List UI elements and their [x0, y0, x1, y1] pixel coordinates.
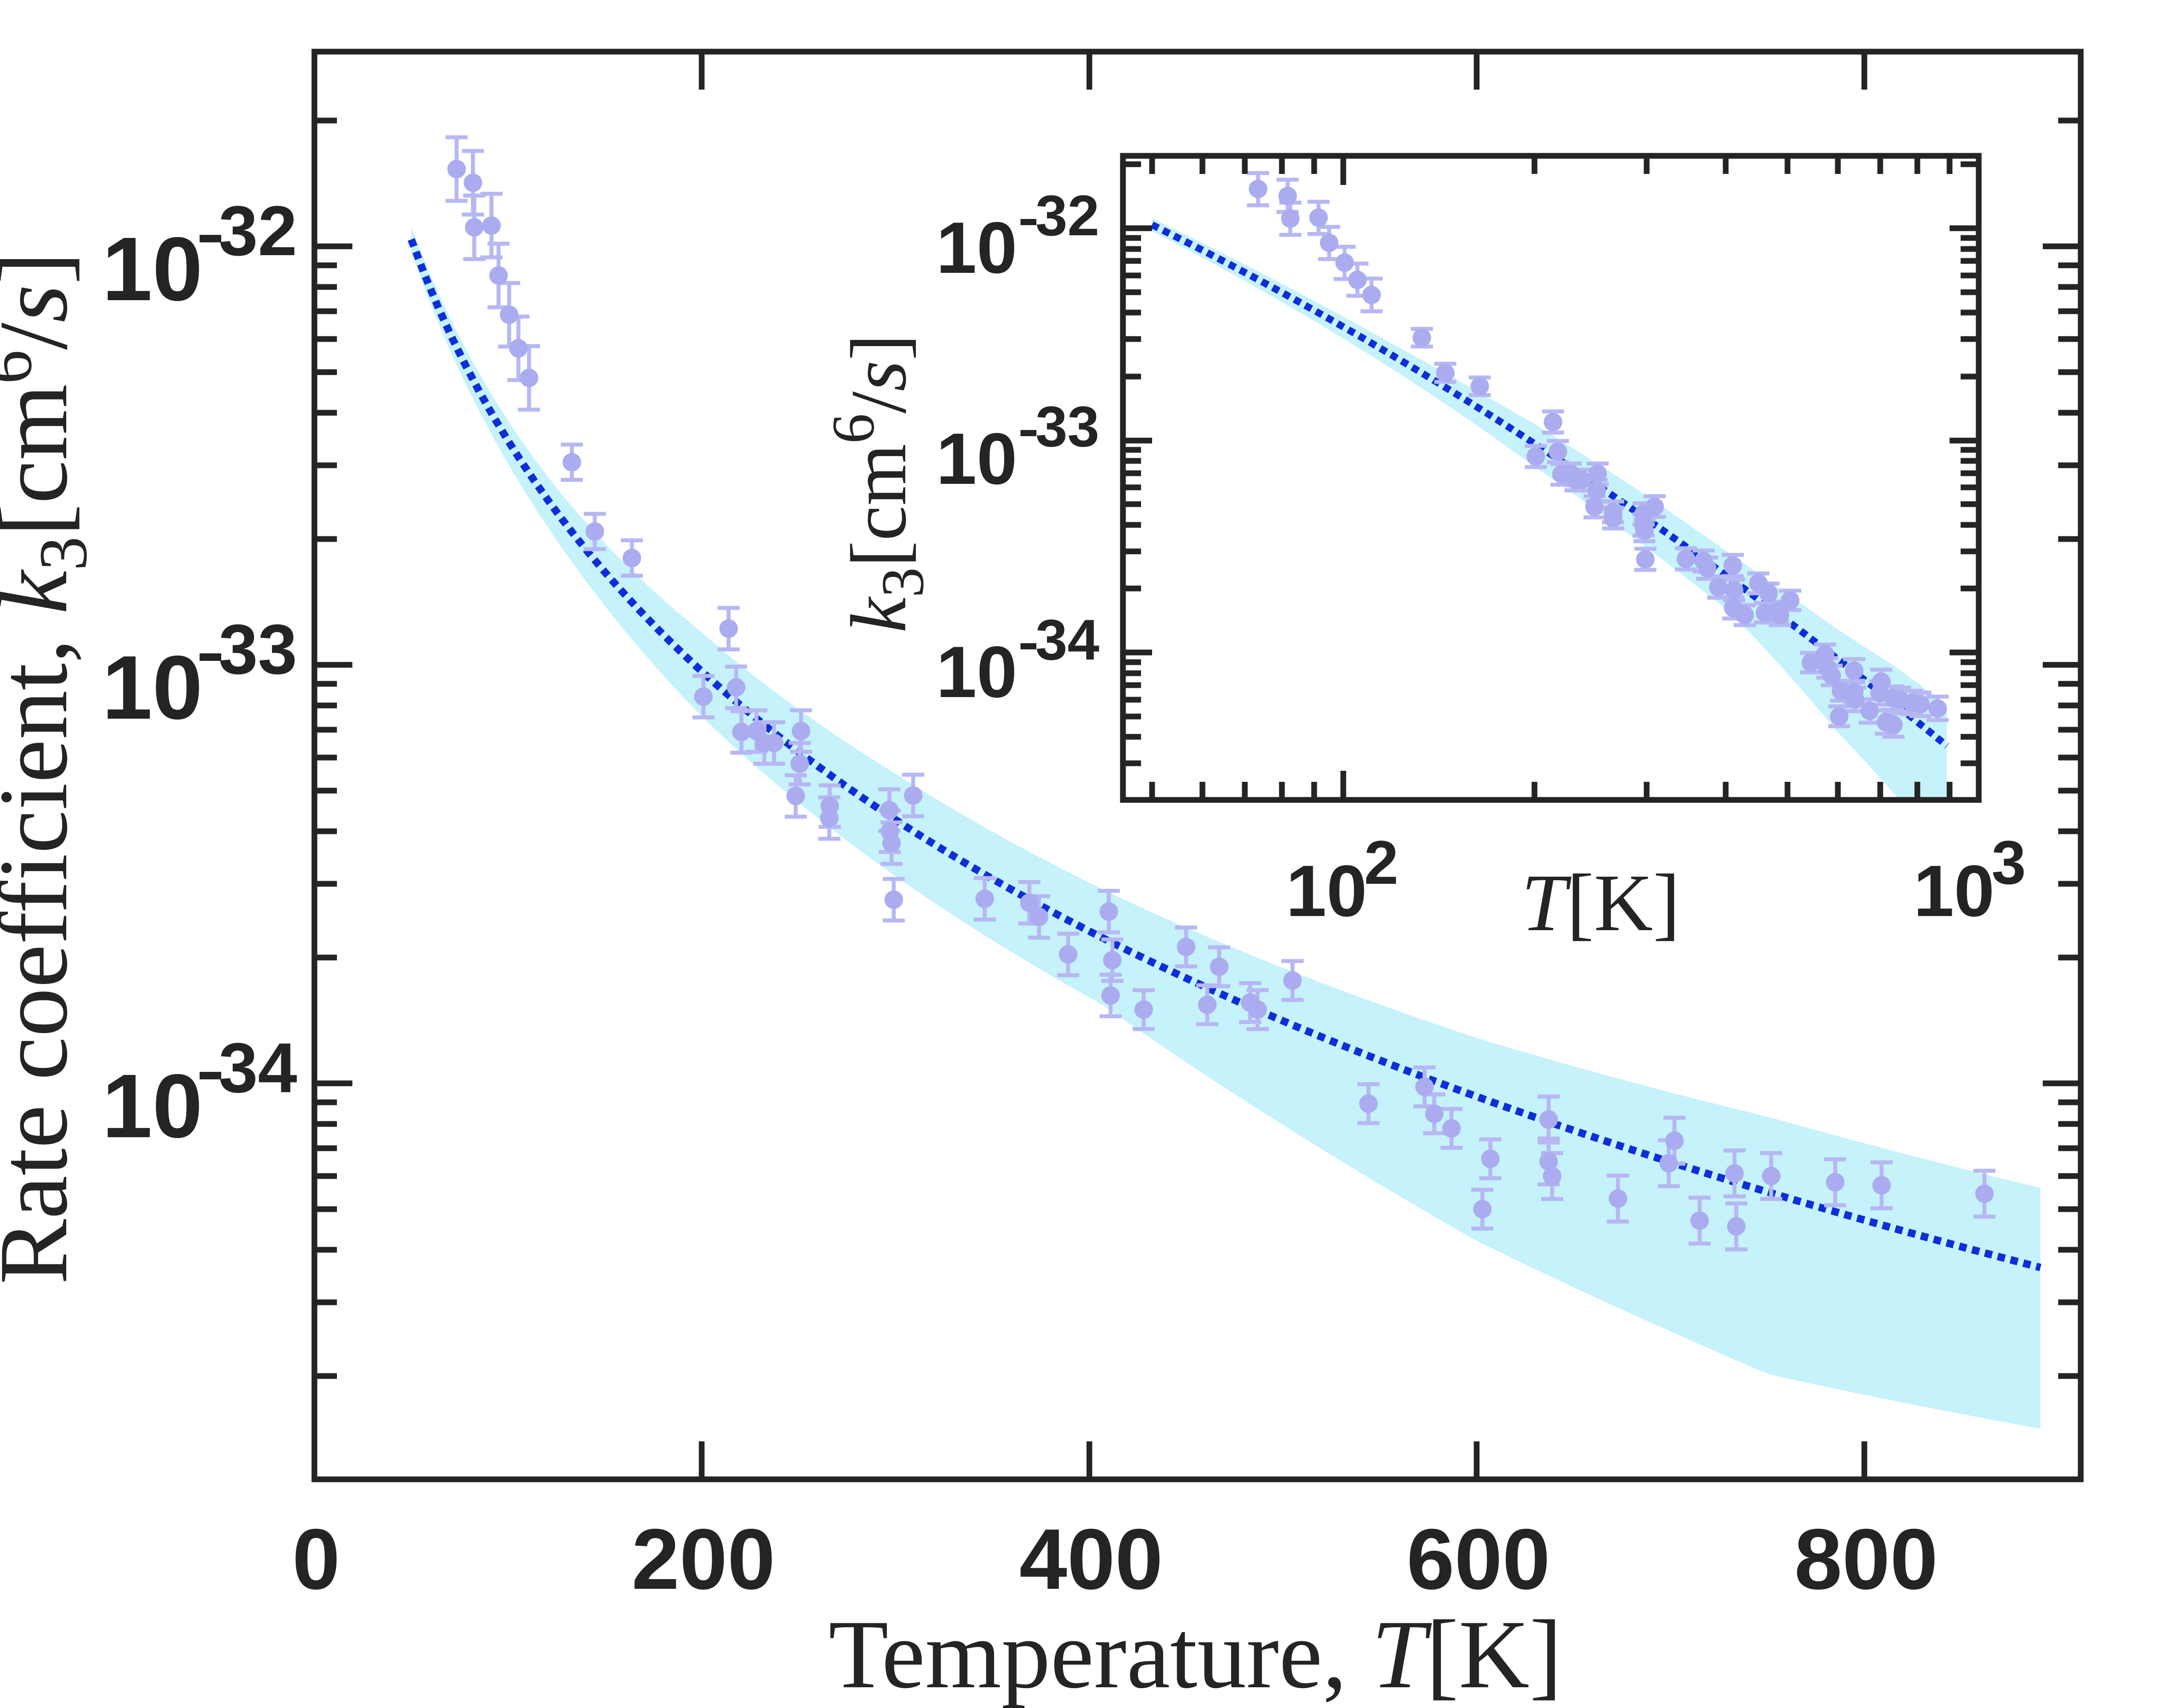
- svg-text:3: 3: [1992, 828, 2026, 897]
- svg-text:10: 10: [936, 418, 1017, 499]
- svg-text:33: 33: [1036, 394, 1100, 459]
- svg-text:32: 32: [1036, 183, 1100, 248]
- svg-text:Temperature, T[K]: Temperature, T[K]: [828, 1600, 1562, 1708]
- svg-text:Rate coefficient, k3[cm6/s]: Rate coefficient, k3[cm6/s]: [0, 252, 101, 1284]
- svg-text:10: 10: [936, 631, 1017, 713]
- svg-text:10: 10: [102, 219, 203, 320]
- svg-text:10: 10: [102, 637, 203, 738]
- svg-text:0: 0: [292, 1511, 340, 1607]
- svg-text:33: 33: [219, 610, 297, 689]
- svg-text:10: 10: [1286, 850, 1367, 931]
- svg-text:10: 10: [1913, 850, 1995, 931]
- svg-text:10: 10: [936, 207, 1017, 288]
- svg-text:800: 800: [1794, 1511, 1938, 1607]
- svg-text:400: 400: [1019, 1511, 1163, 1607]
- svg-text:600: 600: [1406, 1511, 1550, 1607]
- svg-text:2: 2: [1364, 828, 1398, 897]
- svg-text:200: 200: [631, 1511, 775, 1607]
- svg-text:34: 34: [219, 1028, 297, 1107]
- svg-text:34: 34: [1036, 607, 1100, 672]
- svg-text:10: 10: [102, 1056, 203, 1157]
- svg-text:T[K]: T[K]: [1521, 858, 1680, 948]
- svg-text:32: 32: [219, 191, 297, 270]
